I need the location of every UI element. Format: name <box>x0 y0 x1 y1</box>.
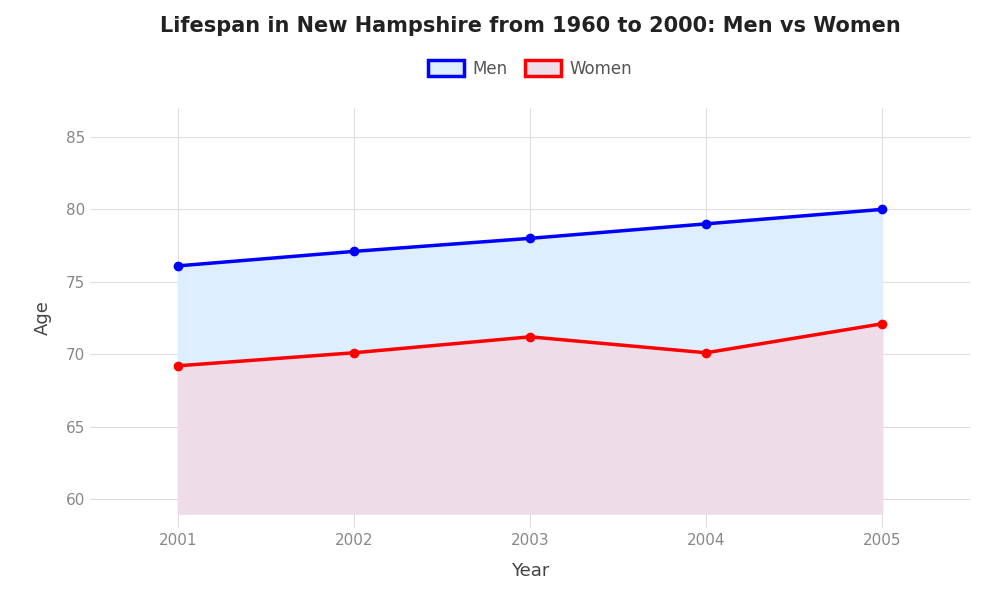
X-axis label: Year: Year <box>511 562 549 580</box>
Y-axis label: Age: Age <box>34 301 52 335</box>
Title: Lifespan in New Hampshire from 1960 to 2000: Men vs Women: Lifespan in New Hampshire from 1960 to 2… <box>160 16 900 35</box>
Legend: Men, Women: Men, Women <box>419 51 641 86</box>
